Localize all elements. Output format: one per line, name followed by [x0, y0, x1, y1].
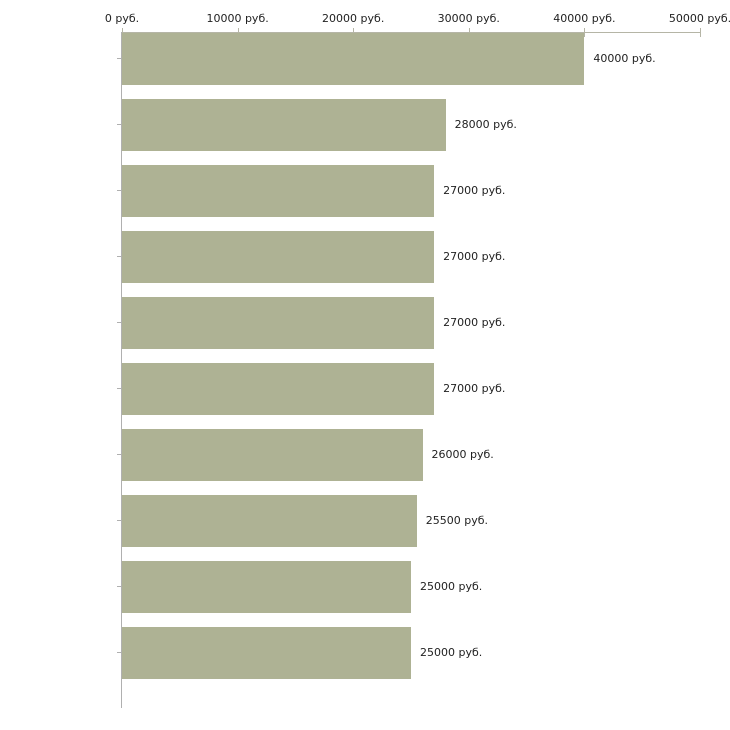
- plot-area: Москва40000 руб. Ростов-На-Дону28000 руб.…: [117, 33, 700, 693]
- bar[interactable]: [122, 627, 411, 679]
- y-axis-tick: [117, 652, 122, 653]
- y-axis-tick: [117, 256, 122, 257]
- bar-row: Самара27000 руб.: [117, 231, 700, 283]
- bar-value-label: 27000 руб.: [443, 184, 506, 197]
- bar-value-label: 28000 руб.: [454, 118, 517, 131]
- y-axis-tick: [117, 586, 122, 587]
- bar-row: Ростов-На-Дону28000 руб.: [117, 99, 700, 151]
- x-axis-tick: [700, 28, 701, 37]
- bar[interactable]: [122, 33, 585, 85]
- y-axis-tick: [117, 190, 122, 191]
- y-axis-tick: [117, 388, 122, 389]
- bar[interactable]: [122, 495, 417, 547]
- y-axis-tick: [117, 124, 122, 125]
- x-axis-tick-label: 50000 руб.: [668, 12, 730, 25]
- bar-value-label: 27000 руб.: [443, 316, 506, 329]
- bar[interactable]: [122, 363, 435, 415]
- bar-row: Красноярск25000 руб.: [117, 561, 700, 613]
- bar-row: Новосибирск26000 руб.: [117, 429, 700, 481]
- y-axis-tick: [117, 454, 122, 455]
- bar-row: Екатеринбург27000 руб.: [117, 363, 700, 415]
- y-axis-tick: [117, 58, 122, 59]
- x-axis-tick: [353, 28, 355, 37]
- bar-value-label: 26000 руб.: [431, 448, 494, 461]
- x-axis-tick: [237, 28, 239, 37]
- bar-row: Пермь25000 руб.: [117, 627, 700, 679]
- y-axis-tick: [117, 520, 122, 521]
- bar-value-label: 27000 руб.: [443, 250, 506, 263]
- bar[interactable]: [122, 297, 435, 349]
- x-axis-tick-label: 40000 руб.: [553, 12, 616, 25]
- bar[interactable]: [122, 429, 423, 481]
- bar[interactable]: [122, 231, 435, 283]
- bar[interactable]: [122, 165, 435, 217]
- x-axis-tick-label: 20000 руб.: [322, 12, 385, 25]
- bar-row: Нижний Новгород27000 руб.: [117, 297, 700, 349]
- x-axis-tick-label: 10000 руб.: [206, 12, 269, 25]
- bar-value-label: 25500 руб.: [425, 514, 489, 527]
- bar-row: Челябинск25500 руб.: [117, 495, 700, 547]
- bar-value-label: 40000 руб.: [593, 52, 656, 65]
- x-axis-tick-label: 30000 руб.: [437, 12, 500, 25]
- bar-row: Москва40000 руб.: [117, 33, 700, 85]
- bar[interactable]: [122, 99, 446, 151]
- bar-value-label: 27000 руб.: [443, 382, 506, 395]
- x-axis-tick: [584, 28, 586, 37]
- bar-value-label: 25000 руб.: [420, 646, 483, 659]
- bar-row: Волгоград27000 руб.: [117, 165, 700, 217]
- bar[interactable]: [122, 561, 411, 613]
- bar-value-label: 25000 руб.: [420, 580, 483, 593]
- x-axis-tick: [468, 28, 470, 37]
- x-axis-tick: [122, 28, 123, 37]
- y-axis-tick: [117, 322, 122, 323]
- x-axis-tick-label: 0 руб.: [104, 12, 140, 25]
- x-axis-line: [122, 32, 701, 33]
- y-axis-line: [121, 32, 122, 708]
